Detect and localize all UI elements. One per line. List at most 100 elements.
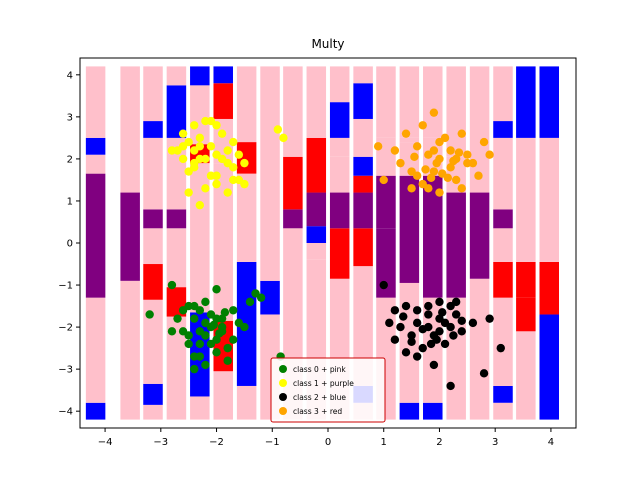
y-tick-label: 0 <box>67 239 73 250</box>
stripe-segment <box>143 66 163 122</box>
stripe-segment <box>539 314 560 420</box>
stripe-segment <box>166 228 187 288</box>
scatter-point <box>457 316 466 325</box>
stripe-segment <box>143 404 163 420</box>
stripe-segment <box>143 137 163 210</box>
scatter-point <box>412 318 422 328</box>
stripe-segment <box>399 142 420 176</box>
legend-label: class 3 + red <box>293 407 342 416</box>
legend-marker <box>279 407 287 415</box>
scatter-point <box>195 352 205 361</box>
stripe-segment <box>516 261 536 298</box>
scatter-point <box>446 146 455 155</box>
legend-label: class 1 + purple <box>293 379 354 388</box>
scatter-point <box>240 179 249 189</box>
scatter-point <box>429 167 439 176</box>
scatter-point <box>479 137 489 147</box>
legend-marker <box>279 365 287 373</box>
scatter-point <box>468 158 478 168</box>
stripe-segment <box>143 299 163 384</box>
scatter-point <box>223 146 232 155</box>
scatter-point <box>178 142 188 151</box>
stripe-segment <box>329 66 350 103</box>
scatter-point <box>474 171 483 180</box>
stripe-segment <box>516 66 536 138</box>
y-axis: −4 −3 −2 −1 0 1 2 3 4 <box>58 70 80 418</box>
stripe-segment <box>143 383 163 405</box>
scatter-point <box>223 356 232 365</box>
scatter-point <box>468 318 478 328</box>
stripe-segment <box>143 121 163 138</box>
scatter-point <box>184 339 193 349</box>
scatter-point <box>223 188 232 197</box>
stripe-segment <box>353 66 373 84</box>
scatter-point <box>245 297 255 307</box>
stripe-segment <box>399 137 420 143</box>
scatter-point <box>401 348 411 357</box>
stripe-segment <box>516 297 536 332</box>
stripe-segment <box>399 66 420 138</box>
stripe-segment <box>260 66 280 281</box>
stripe-segment <box>143 209 163 229</box>
x-axis: −4 −3 −2 −1 0 1 2 3 4 <box>98 428 554 448</box>
stripe-segment <box>353 228 373 267</box>
stripe-segment <box>493 297 513 386</box>
scatter-point <box>426 173 436 183</box>
scatter-point <box>190 158 199 168</box>
scatter-point <box>195 339 205 349</box>
scatter-point <box>446 163 455 172</box>
scatter-point <box>209 320 218 330</box>
scatter-point <box>184 188 193 197</box>
stripe-segment <box>120 280 140 420</box>
stripe-segment <box>283 156 303 210</box>
scatter-point <box>429 360 439 370</box>
x-tick-label: −3 <box>153 437 168 448</box>
scatter-point <box>440 318 450 328</box>
stripe-segment <box>85 66 106 138</box>
scatter-point <box>173 314 182 323</box>
y-tick-label: −2 <box>58 323 73 334</box>
scatter-point <box>412 352 422 361</box>
stripe-segment <box>166 85 187 138</box>
stripe-segment <box>190 85 210 145</box>
stripe-segment <box>120 66 140 193</box>
y-tick-label: 1 <box>67 196 73 207</box>
stripe-segment <box>539 137 560 262</box>
stripe-segment <box>166 66 187 86</box>
stripe-segment <box>306 243 327 260</box>
scatter-point <box>451 297 461 307</box>
stripe-segment <box>353 175 373 193</box>
scatter-point <box>390 306 400 315</box>
stripe-segment <box>213 163 233 265</box>
stripe-segment <box>353 156 373 176</box>
stripe-segment <box>353 83 373 119</box>
scatter-point <box>184 167 193 176</box>
x-tick-label: −2 <box>209 437 224 448</box>
stripe-segment <box>399 402 420 420</box>
stripe-segment <box>143 264 163 300</box>
stripe-segment <box>329 156 350 193</box>
scatter-point <box>201 297 210 307</box>
stripe-segment <box>236 385 257 420</box>
scatter-point <box>407 184 416 193</box>
scatter-point <box>454 148 464 157</box>
stripe-segment <box>306 192 327 227</box>
scatter-point <box>195 133 205 143</box>
stripe-segment <box>85 297 106 403</box>
scatter-point <box>399 312 408 321</box>
x-tick-label: −1 <box>265 437 280 448</box>
scatter-point <box>223 343 232 353</box>
stripe-segment <box>493 66 513 122</box>
stripe-segment <box>493 137 513 210</box>
scatter-point <box>379 175 388 185</box>
scatter-point <box>167 280 177 290</box>
scatter-point <box>201 331 210 340</box>
y-tick-label: −3 <box>58 365 73 376</box>
scatter-point <box>184 331 193 340</box>
scatter-point <box>440 339 450 349</box>
scatter-point <box>435 297 444 307</box>
stripe-segment <box>190 396 210 420</box>
scatter-point <box>229 306 238 315</box>
stripe-segment <box>306 226 327 243</box>
